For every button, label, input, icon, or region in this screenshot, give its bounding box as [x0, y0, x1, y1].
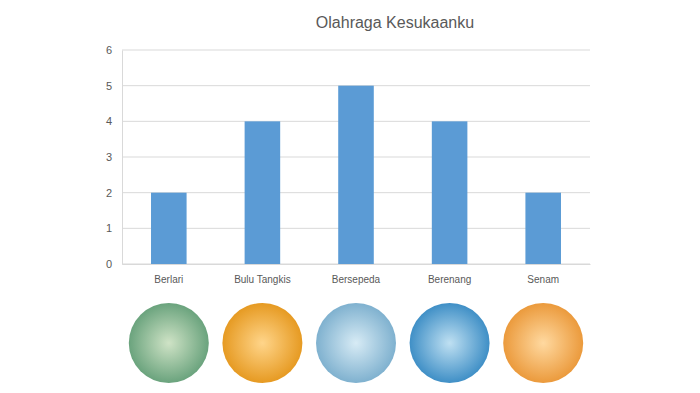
x-tick: Senam: [527, 264, 559, 285]
x-tick-label: Berenang: [428, 274, 471, 285]
x-axis: Berlari Bulu Tangkis Bersepeda Berenang Sena…: [123, 264, 591, 285]
x-tick-label: Senam: [527, 274, 559, 285]
y-tick: 3: [106, 151, 122, 163]
y-tick-label: 0: [106, 258, 112, 270]
bar: [245, 121, 281, 264]
y-tick: 1: [106, 222, 122, 234]
y-axis-line: [122, 51, 123, 265]
plot: 0 1 2 3 4 5 6 Berlari Bulu Tangkis Bersepeda Beren…: [106, 44, 591, 285]
y-tick-label: 3: [106, 151, 112, 163]
y-tick-label: 5: [106, 80, 112, 92]
x-tick-label: Bulu Tangkis: [234, 274, 291, 285]
x-tick: Bersepeda: [332, 264, 381, 285]
y-tick-label: 4: [106, 115, 112, 127]
x-tick: Berlari: [154, 264, 183, 285]
title: Olahraga Kesukaanku: [316, 14, 474, 31]
x-tick: Berenang: [428, 264, 471, 285]
x-tick: Bulu Tangkis: [234, 264, 291, 285]
x-tick-label: Berlari: [154, 274, 183, 285]
chart: 0 1 2 3 4 5 6 Berlari Bulu Tangkis Bersepeda Beren…: [0, 0, 700, 393]
x-axis-line: [123, 264, 591, 265]
y-axis: 0 1 2 3 4 5 6: [106, 44, 123, 270]
y-tick-label: 6: [106, 44, 112, 56]
bars: [151, 86, 561, 264]
grid: [122, 50, 590, 264]
bar: [525, 193, 561, 264]
y-tick: 4: [106, 115, 122, 127]
y-tick: 6: [106, 44, 122, 56]
icons: [129, 303, 583, 383]
y-tick: 5: [106, 80, 122, 92]
y-tick: 0: [106, 258, 122, 270]
icon: [316, 303, 396, 383]
bar: [432, 121, 468, 264]
y-tick-label: 1: [106, 222, 112, 234]
icon: [410, 303, 490, 383]
y-tick-label: 2: [106, 187, 112, 199]
grid-line: [122, 50, 590, 51]
icon: [129, 303, 209, 383]
bar: [151, 193, 187, 264]
y-tick: 2: [106, 187, 122, 199]
icon: [503, 303, 583, 383]
icon: [222, 303, 302, 383]
bar: [338, 86, 374, 264]
x-tick-label: Bersepeda: [332, 274, 381, 285]
